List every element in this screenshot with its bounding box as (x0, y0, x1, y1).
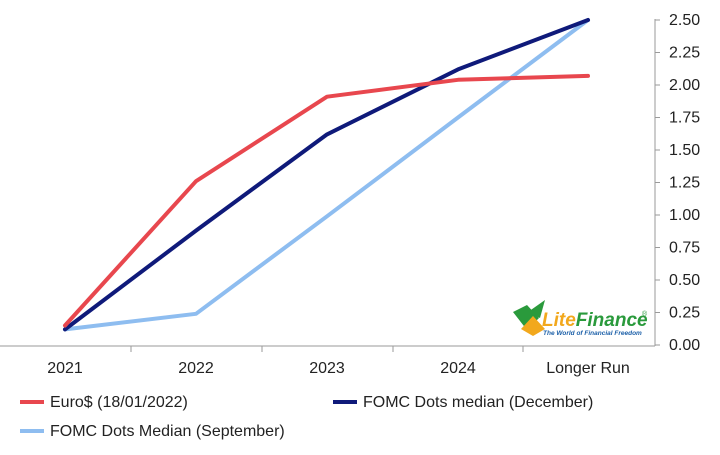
logo-tagline: The World of Financial Freedom (543, 330, 642, 337)
series-lines (63, 18, 590, 332)
y-tick-label: 1.50 (669, 142, 700, 159)
series-line (63, 73, 590, 328)
legend-label: Euro$ (18/01/2022) (50, 394, 188, 411)
series-line (63, 18, 590, 332)
y-axis-ticks: 0.00 0.25 0.50 0.75 1.00 1.25 1.50 1.75 2.00 2.25… (655, 12, 700, 354)
registered-mark: ® (642, 310, 648, 318)
y-tick-label: 2.50 (669, 12, 700, 29)
x-tick-label: 2023 (309, 360, 345, 377)
y-tick-label: 0.75 (669, 240, 700, 257)
y-tick-label: 2.25 (669, 45, 700, 62)
x-axis-ticks: 2021 2022 2023 2024 Longer Run (47, 346, 630, 377)
litefinance-logo: LiteFinance ® The World of Financial Fre… (513, 300, 648, 337)
y-tick-label: 1.25 (669, 175, 700, 192)
y-tick-label: 0.00 (669, 337, 700, 354)
legend-label: FOMC Dots Median (September) (50, 423, 285, 440)
legend: Euro$ (18/01/2022) FOMC Dots median (Dece… (20, 394, 593, 440)
y-tick-label: 1.00 (669, 207, 700, 224)
y-tick-label: 0.50 (669, 272, 700, 289)
logo-mark-icon (513, 300, 545, 336)
x-tick-label: 2024 (440, 360, 476, 377)
logo-text: LiteFinance (542, 310, 648, 331)
x-tick-label: Longer Run (546, 360, 630, 377)
series-line (63, 18, 590, 332)
y-tick-label: 2.00 (669, 77, 700, 94)
y-tick-label: 1.75 (669, 110, 700, 127)
legend-label: FOMC Dots median (December) (363, 394, 593, 411)
y-tick-label: 0.25 (669, 305, 700, 322)
x-tick-label: 2021 (47, 360, 83, 377)
x-tick-label: 2022 (178, 360, 214, 377)
